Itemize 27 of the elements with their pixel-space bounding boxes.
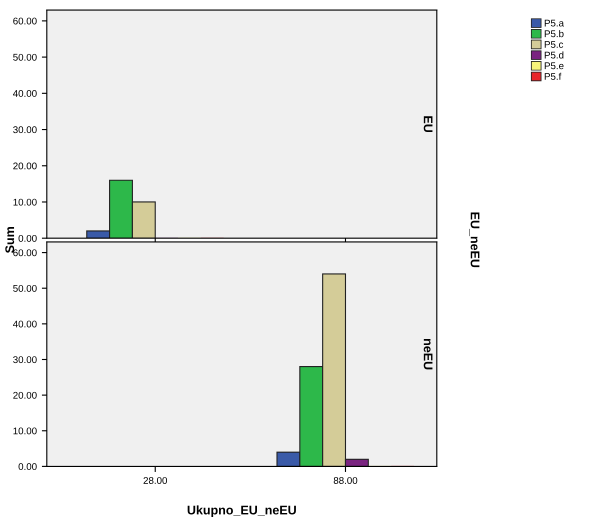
y-tick-label: 10.00 (13, 427, 37, 434)
legend-label: P5.d (544, 51, 564, 59)
y-tick-label: 40.00 (12, 320, 37, 328)
legend-label: P5.c (544, 41, 564, 48)
y-tick-label: 20.00 (13, 392, 37, 399)
text: neEU (424, 338, 432, 370)
legend-label: P5.f (544, 72, 562, 80)
x-tick-label: 88.00 (334, 477, 358, 484)
y-tick-label: 50.00 (13, 54, 37, 61)
y-tick-label: 0.00 (18, 234, 37, 242)
y-tick-label: 50.00 (13, 284, 37, 292)
legend-label: P5.e (544, 62, 564, 70)
y-tick-label: 30.00 (13, 126, 37, 134)
y-tick-label: 30.00 (13, 356, 37, 364)
y-tick-label: 40.00 (12, 90, 37, 97)
y-tick-label: 60.00 (13, 249, 37, 256)
x-tick-label: 28.00 (144, 477, 168, 484)
y-tick-label: 0.00 (18, 463, 37, 470)
legend-label: P5.a (544, 20, 564, 27)
y-tick-label: 60.00 (13, 18, 37, 24)
text: EU_neEU (469, 212, 480, 268)
legend-label: P5.b (544, 30, 564, 38)
y-tick-label: 20.00 (13, 162, 37, 170)
y-axis-title: Sum (5, 227, 14, 253)
x-axis-title: Ukupno_EU_neEU (188, 505, 296, 517)
y-tick-label: 10.00 (13, 198, 37, 206)
text: EU (424, 116, 432, 132)
